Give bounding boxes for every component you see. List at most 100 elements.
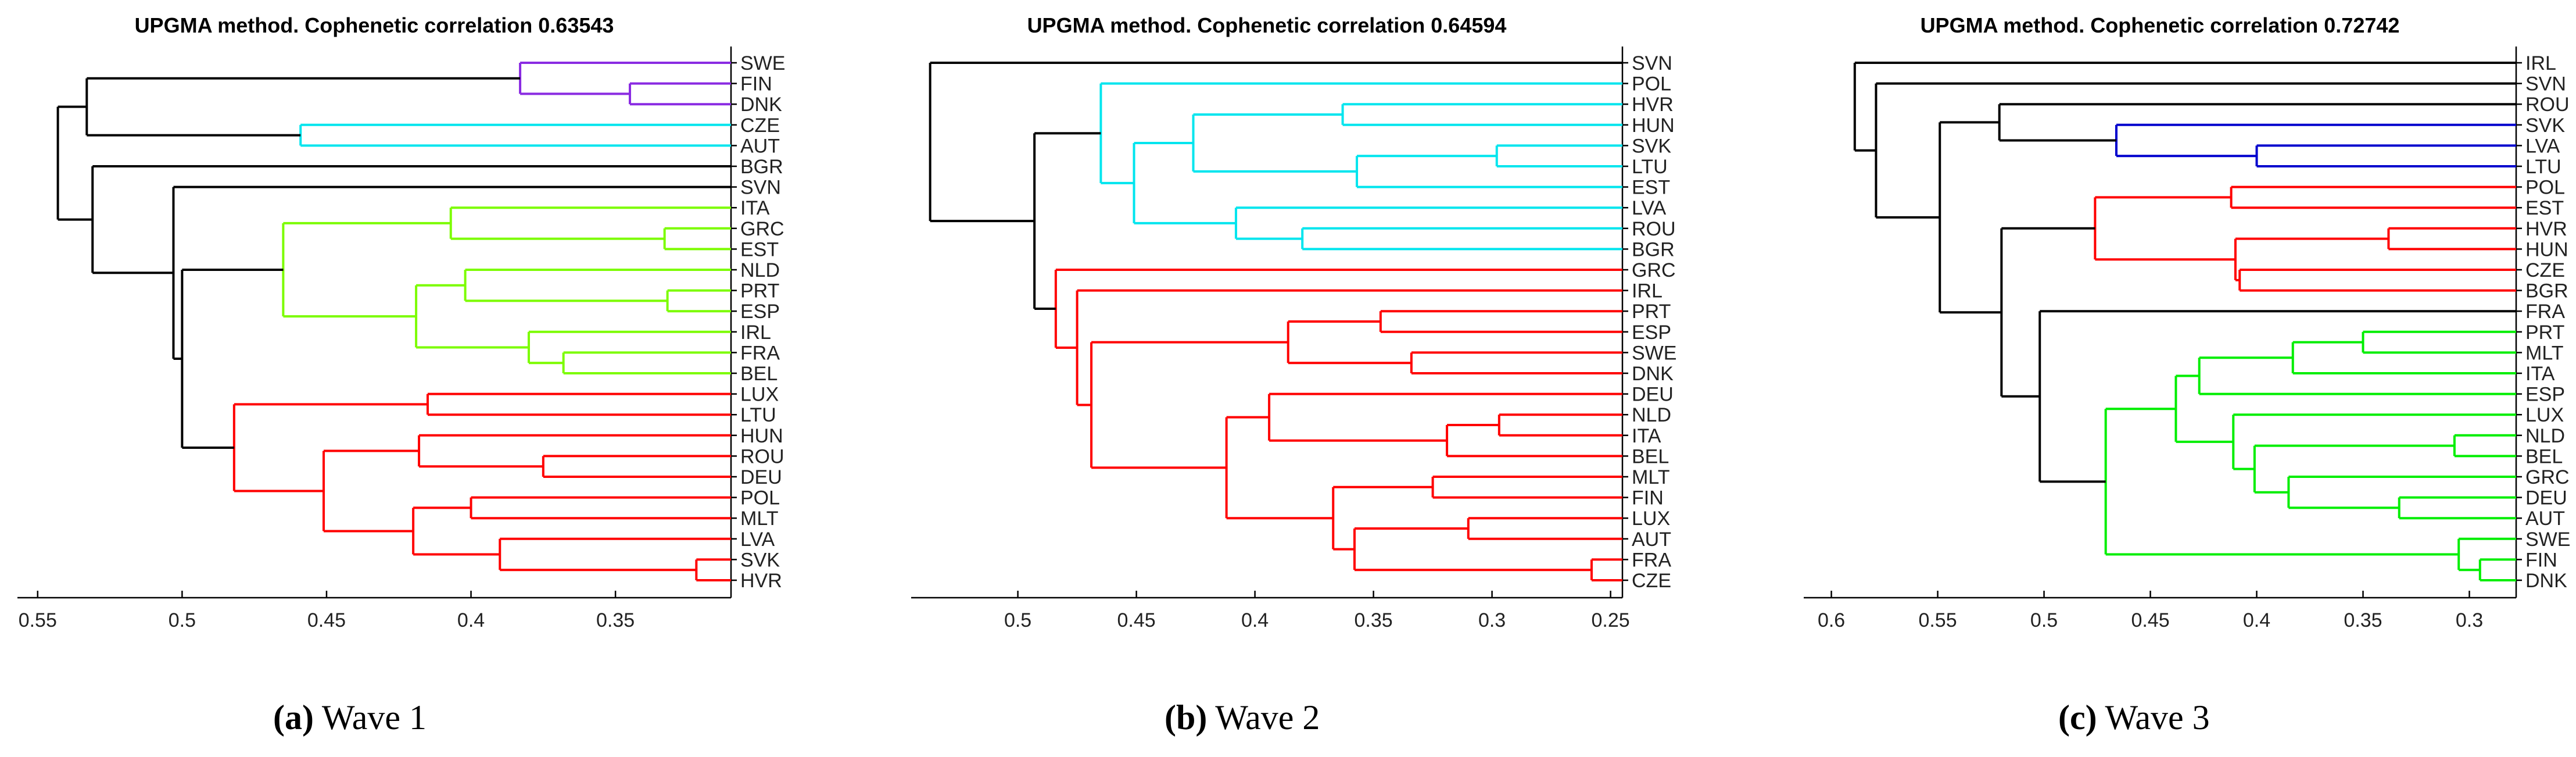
leaf-label: CZE xyxy=(1632,570,1671,592)
leaf-label: POL xyxy=(1632,73,1671,95)
leaf-label: LTU xyxy=(2525,156,2561,178)
caption-text: Wave 1 xyxy=(321,698,427,737)
leaf-label: EST xyxy=(740,238,779,260)
leaf-label: MLT xyxy=(740,508,778,530)
leaf-label: NLD xyxy=(740,259,780,281)
leaf-label: HUN xyxy=(740,425,783,447)
leaf-label: ESP xyxy=(740,301,780,323)
leaf-label: GRC xyxy=(1632,259,1676,281)
leaf-label: BEL xyxy=(740,363,778,385)
leaf-label: IRL xyxy=(1632,280,1663,302)
leaf-label: NLD xyxy=(1632,404,1671,426)
leaf-label: AUT xyxy=(740,135,780,157)
leaf-label: LUX xyxy=(740,384,779,406)
x-tick-label: 0.55 xyxy=(1918,609,1957,631)
caption-text: Wave 2 xyxy=(1215,698,1320,737)
x-tick-label: 0.25 xyxy=(1592,609,1630,631)
x-tick-label: 0.35 xyxy=(596,609,635,631)
dendrogram-panel-3: UPGMA method. Cophenetic correlation 0.7… xyxy=(1804,13,2570,631)
leaf-label: MLT xyxy=(1632,466,1669,488)
caption-letter: (b) xyxy=(1165,698,1208,737)
leaf-label: LTU xyxy=(1632,156,1668,178)
leaf-label: POL xyxy=(2525,177,2565,199)
caption-a: (a) Wave 1 xyxy=(273,698,427,738)
leaf-label: SWE xyxy=(1632,342,1676,364)
x-tick-label: 0.5 xyxy=(2030,609,2058,631)
leaf-label: HVR xyxy=(1632,94,1674,116)
leaf-label: BGR xyxy=(1632,238,1675,260)
leaf-label: SVN xyxy=(740,177,781,199)
leaf-label: LVA xyxy=(2525,135,2560,157)
caption-letter: (c) xyxy=(2058,698,2097,737)
x-tick-label: 0.4 xyxy=(2243,609,2270,631)
leaf-label: BEL xyxy=(2525,445,2563,467)
leaf-label: IRL xyxy=(2525,52,2556,74)
chart-title: UPGMA method. Cophenetic correlation 0.6… xyxy=(135,13,614,37)
leaf-label: BEL xyxy=(1632,445,1669,467)
leaf-label: SVK xyxy=(2525,115,2565,137)
leaf-label: ITA xyxy=(1632,425,1661,447)
x-tick-label: 0.45 xyxy=(1117,609,1156,631)
leaf-label: DNK xyxy=(1632,363,1674,385)
leaf-label: DEU xyxy=(740,466,782,488)
leaf-label: FRA xyxy=(740,342,780,364)
leaf-label: ROU xyxy=(1632,218,1676,240)
leaf-label: PRT xyxy=(2525,322,2564,344)
caption-c: (c) Wave 3 xyxy=(2058,698,2210,738)
x-tick-label: 0.45 xyxy=(2131,609,2169,631)
x-tick-label: 0.3 xyxy=(1478,609,1506,631)
leaf-label: LVA xyxy=(740,529,775,551)
chart-title: UPGMA method. Cophenetic correlation 0.6… xyxy=(1027,13,1507,37)
leaf-label: IRL xyxy=(740,322,771,344)
leaf-label: LTU xyxy=(740,404,776,426)
leaf-label: HVR xyxy=(740,570,782,592)
leaf-label: FIN xyxy=(1632,487,1664,509)
leaf-label: DEU xyxy=(2525,487,2567,509)
dendrogram-panel-1: UPGMA method. Cophenetic correlation 0.6… xyxy=(17,13,785,631)
x-tick-label: 0.5 xyxy=(169,609,196,631)
leaf-label: ESP xyxy=(2525,384,2565,406)
leaf-label: AUT xyxy=(1632,529,1671,551)
leaf-label: GRC xyxy=(2525,466,2570,488)
leaf-label: PRT xyxy=(740,280,779,302)
leaf-label: DNK xyxy=(2525,570,2567,592)
leaf-label: LVA xyxy=(1632,197,1667,219)
leaf-label: FIN xyxy=(740,73,772,95)
leaf-label: PRT xyxy=(1632,301,1671,323)
leaf-label: AUT xyxy=(2525,508,2565,530)
leaf-label: FRA xyxy=(2525,301,2565,323)
leaf-label: MLT xyxy=(2525,342,2563,364)
leaf-label: ESP xyxy=(1632,322,1671,344)
leaf-label: SVN xyxy=(1632,52,1672,74)
leaf-label: CZE xyxy=(2525,259,2565,281)
x-tick-label: 0.35 xyxy=(1355,609,1393,631)
leaf-label: FIN xyxy=(2525,549,2557,571)
leaf-label: ROU xyxy=(2525,94,2570,116)
x-tick-label: 0.6 xyxy=(1818,609,1845,631)
caption-letter: (a) xyxy=(273,698,314,737)
leaf-label: BGR xyxy=(2525,280,2568,302)
leaf-label: LUX xyxy=(2525,404,2564,426)
dendrogram-panel-2: UPGMA method. Cophenetic correlation 0.6… xyxy=(911,13,1676,631)
leaf-label: DEU xyxy=(1632,384,1674,406)
leaf-label: ROU xyxy=(740,445,784,467)
leaf-label: EST xyxy=(2525,197,2564,219)
leaf-label: GRC xyxy=(740,218,784,240)
leaf-label: DNK xyxy=(740,94,782,116)
leaf-label: POL xyxy=(740,487,780,509)
leaf-label: CZE xyxy=(740,115,780,137)
leaf-label: SWE xyxy=(2525,529,2570,551)
x-tick-label: 0.4 xyxy=(457,609,485,631)
chart-title: UPGMA method. Cophenetic correlation 0.7… xyxy=(1921,13,2400,37)
caption-text: Wave 3 xyxy=(2105,698,2210,737)
x-tick-label: 0.4 xyxy=(1241,609,1269,631)
leaf-label: SVN xyxy=(2525,73,2566,95)
x-tick-label: 0.5 xyxy=(1004,609,1031,631)
x-tick-label: 0.55 xyxy=(19,609,57,631)
x-tick-label: 0.35 xyxy=(2344,609,2382,631)
leaf-label: SVK xyxy=(1632,135,1671,157)
leaf-label: HUN xyxy=(2525,238,2568,260)
leaf-label: ITA xyxy=(2525,363,2555,385)
leaf-label: HUN xyxy=(1632,115,1675,137)
